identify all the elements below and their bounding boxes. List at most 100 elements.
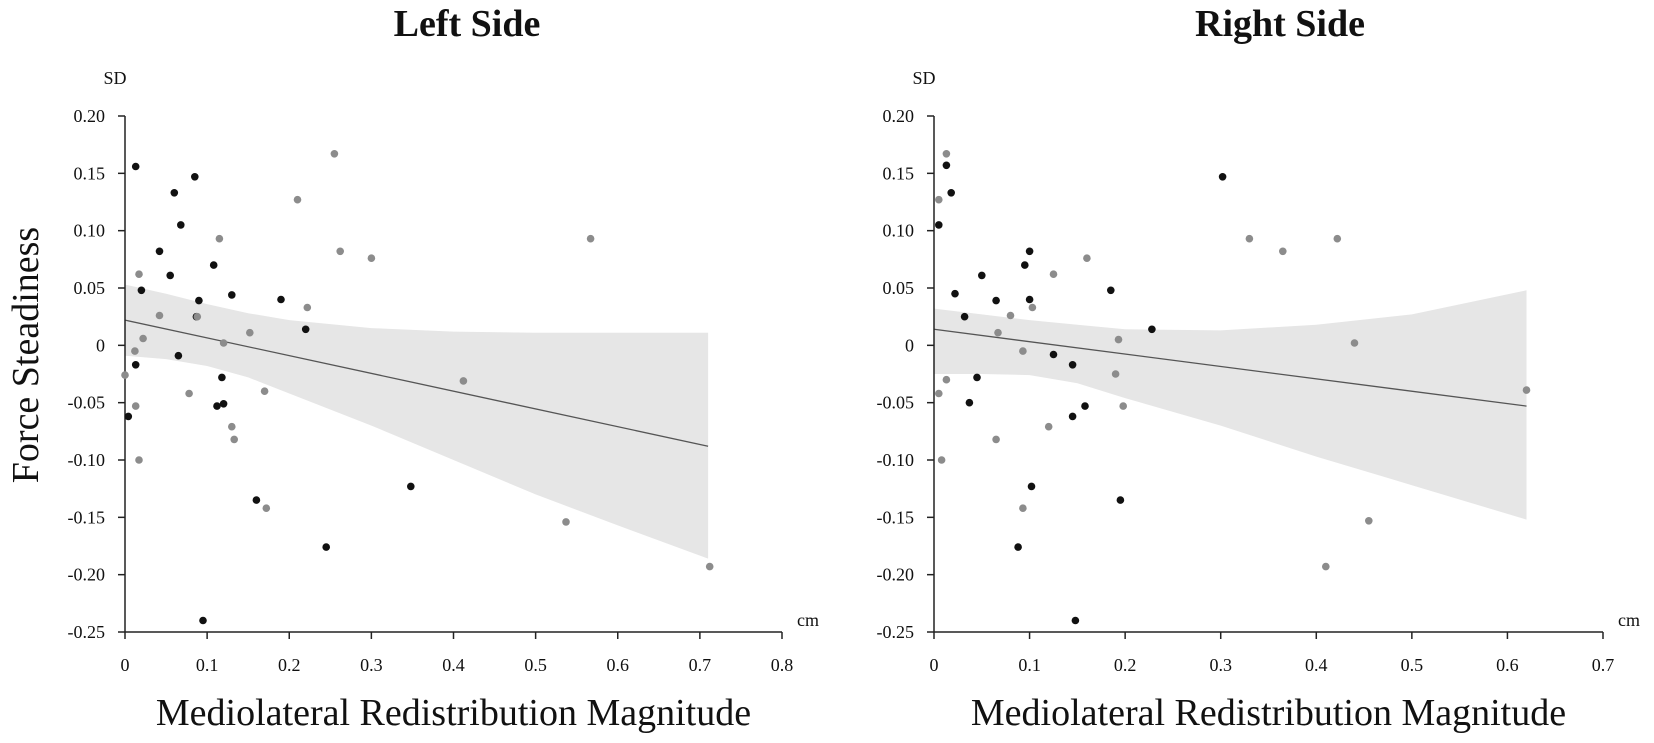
data-point-gray <box>705 562 714 571</box>
data-point-black <box>301 325 310 334</box>
y-tick-label: 0.05 <box>883 278 915 298</box>
y-tick-label: 0.15 <box>883 163 915 183</box>
data-point-gray <box>1114 335 1123 344</box>
data-point-gray <box>1083 254 1091 262</box>
x-tick-label: 0.1 <box>196 655 219 675</box>
data-point-black <box>1071 616 1080 625</box>
data-point-gray <box>330 150 339 158</box>
x-tick-label: 0 <box>121 655 130 675</box>
y-tick-label: 0.15 <box>74 163 106 183</box>
data-point-gray <box>215 234 224 243</box>
y-tick-label: -0.20 <box>68 565 106 585</box>
data-point-gray <box>942 375 951 384</box>
data-point-gray <box>135 456 143 464</box>
data-point-black <box>199 616 207 625</box>
data-point-gray <box>1333 234 1342 243</box>
data-point-gray <box>303 303 312 312</box>
data-point-gray <box>131 402 140 410</box>
x-tick-label: 0.6 <box>607 655 630 675</box>
y-tick-label: 0.20 <box>74 106 106 126</box>
data-point-black <box>277 295 285 304</box>
data-point-black <box>947 189 955 197</box>
data-point-black <box>1014 543 1022 551</box>
data-point-black <box>407 482 415 491</box>
x-tick-label: 0.3 <box>360 655 383 675</box>
y-tick-label: -0.10 <box>68 450 106 470</box>
data-point-gray <box>260 387 269 396</box>
data-point-black <box>1027 482 1036 491</box>
data-point-gray <box>1245 234 1254 243</box>
data-point-black <box>965 398 974 407</box>
y-tick-label: -0.15 <box>877 507 915 527</box>
x-tick-label: 0.2 <box>278 655 301 675</box>
data-point-gray <box>131 347 139 355</box>
data-point-black <box>942 161 951 170</box>
data-point-gray <box>219 339 228 347</box>
data-point-black <box>1068 412 1077 421</box>
data-point-gray <box>1111 370 1120 378</box>
y-tick-label: -0.15 <box>68 507 106 527</box>
data-point-black <box>1081 402 1089 410</box>
data-point-black <box>209 261 218 269</box>
data-point-black <box>177 221 185 229</box>
confidence-band <box>125 284 709 559</box>
y-unit-label: SD <box>912 68 935 88</box>
data-point-black <box>131 361 140 369</box>
data-point-black <box>1068 361 1077 369</box>
x-unit-label: cm <box>1618 610 1640 630</box>
data-point-gray <box>1019 347 1027 355</box>
data-point-gray <box>992 435 1000 444</box>
y-tick-label: -0.25 <box>877 622 915 642</box>
data-point-gray <box>228 422 236 431</box>
data-point-gray <box>193 312 202 321</box>
x-axis-label: Mediolateral Redistribution Magnitude <box>156 692 751 734</box>
data-point-gray <box>246 328 254 337</box>
data-point-black <box>1049 350 1058 359</box>
data-point-black <box>1148 325 1156 334</box>
data-point-black <box>137 286 146 295</box>
data-point-gray <box>367 254 376 262</box>
data-point-black <box>951 289 959 298</box>
data-point-black <box>322 543 331 551</box>
data-point-gray <box>121 371 129 379</box>
data-point-black <box>1107 286 1115 295</box>
data-point-black <box>166 271 174 280</box>
x-tick-label: 0.6 <box>1496 655 1519 675</box>
data-point-gray <box>230 435 238 444</box>
y-tick-label: 0 <box>96 335 105 355</box>
data-point-black <box>973 373 981 382</box>
data-point-black <box>155 247 164 256</box>
y-tick-label: 0.05 <box>74 278 106 298</box>
data-point-gray <box>1028 303 1037 312</box>
x-tick-label: 0.3 <box>1209 655 1232 675</box>
data-point-black <box>1218 173 1227 181</box>
data-point-gray <box>1119 402 1127 410</box>
y-tick-label: 0.20 <box>883 106 915 126</box>
data-point-black <box>960 312 969 321</box>
data-point-gray <box>994 328 1002 337</box>
data-point-black <box>978 271 986 280</box>
x-axis-label: Mediolateral Redistribution Magnitude <box>971 692 1566 734</box>
data-point-gray <box>1350 339 1359 347</box>
data-point-black <box>124 412 133 421</box>
x-tick-label: 0.4 <box>1305 655 1328 675</box>
data-point-gray <box>1006 311 1015 320</box>
y-tick-label: -0.05 <box>68 393 106 413</box>
x-tick-label: 0.4 <box>442 655 465 675</box>
data-point-gray <box>185 389 193 398</box>
right-side-panel: Right Side0.200.150.100.050-0.05-0.10-0.… <box>877 3 1641 734</box>
data-point-black <box>218 373 226 382</box>
data-point-black <box>252 496 261 504</box>
y-tick-label: -0.25 <box>68 622 106 642</box>
data-point-black <box>935 221 943 229</box>
data-point-black <box>1021 261 1029 269</box>
x-unit-label: cm <box>797 610 819 630</box>
data-point-black <box>992 296 1000 305</box>
y-tick-label: 0.10 <box>883 221 915 241</box>
data-point-gray <box>336 247 345 256</box>
data-point-gray <box>1322 562 1330 571</box>
data-point-gray <box>262 504 271 512</box>
x-tick-label: 0.5 <box>1401 655 1424 675</box>
data-point-black <box>1116 496 1125 504</box>
